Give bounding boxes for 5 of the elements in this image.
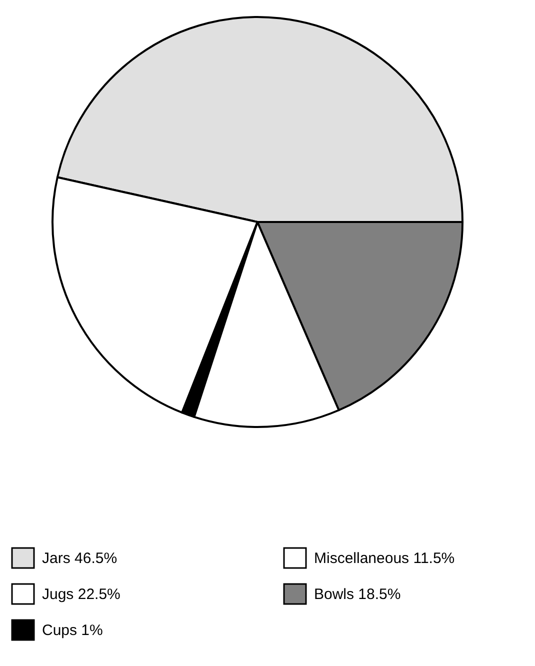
legend-label: Bowls 18.5% [314,586,401,603]
legend-label: Jugs 22.5% [42,586,120,603]
legend-label: Cups 1% [42,622,103,639]
legend-label: Jars 46.5% [42,550,118,567]
legend-label: Miscellaneous 11.5% [314,550,455,567]
